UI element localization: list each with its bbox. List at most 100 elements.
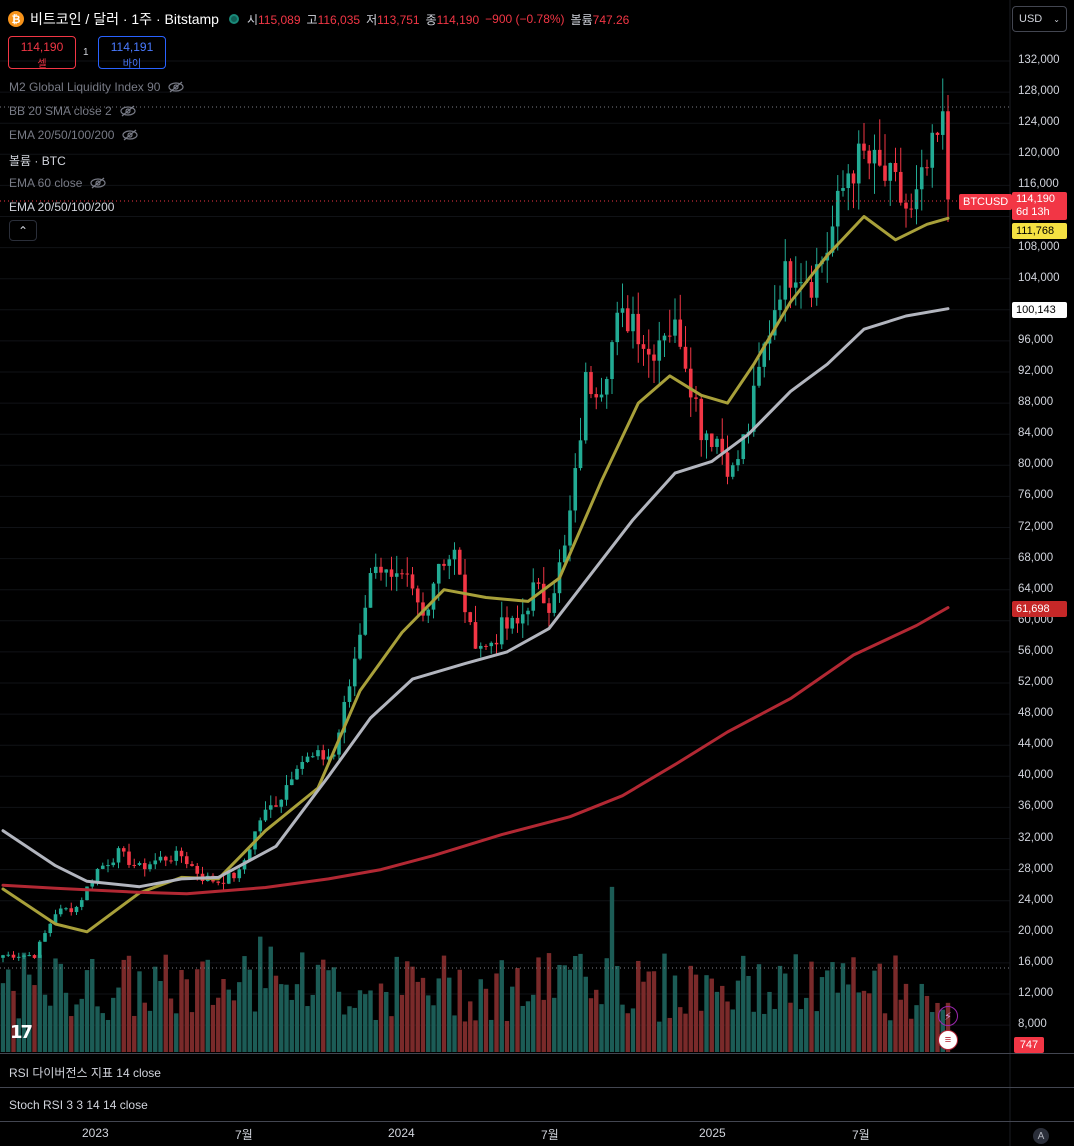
symbol-title[interactable]: 비트코인 / 달러 · 1주 · Bitstamp: [30, 11, 219, 27]
candle-body: [468, 612, 473, 623]
candle-body: [935, 132, 940, 135]
volume-bar: [893, 955, 898, 1052]
candle-body: [326, 756, 331, 760]
price-axis-label: 52,000: [1018, 676, 1054, 688]
indicator-legend-item[interactable]: EMA 20/50/100/200: [9, 128, 139, 142]
candle-body: [100, 865, 105, 869]
candle-body: [69, 908, 74, 913]
eye-hidden-icon[interactable]: [90, 177, 106, 189]
volume-bar: [132, 1015, 137, 1052]
stoch-pane-label[interactable]: Stoch RSI 3 3 14 14 close: [9, 1098, 148, 1112]
candle-body: [337, 732, 341, 755]
candle-body: [678, 319, 683, 347]
price-change: −900 (−0.78%): [485, 12, 565, 26]
candle-body: [274, 805, 278, 807]
us-flag-event-icon[interactable]: ≡: [938, 1030, 958, 1050]
candle-body: [410, 574, 415, 589]
indicator-label: 볼륨 · BTC: [9, 154, 66, 168]
candle-body: [893, 163, 898, 172]
indicator-legend-item[interactable]: BB 20 SMA close 2: [9, 104, 136, 118]
stoch-rsi-pane[interactable]: Stoch RSI 3 3 14 14 close: [0, 1087, 1074, 1121]
candle-body: [851, 173, 856, 184]
eye-hidden-icon[interactable]: [168, 81, 185, 93]
indicator-legend-item[interactable]: M2 Global Liquidity Index 90: [9, 80, 185, 94]
volume-bar: [105, 1019, 111, 1052]
volume-bar: [835, 992, 840, 1052]
candle-body: [704, 433, 709, 441]
time-axis[interactable]: [0, 1121, 1074, 1146]
volume-bar: [714, 991, 720, 1052]
volume-bar: [373, 1019, 378, 1052]
auto-scale-button[interactable]: A: [1033, 1128, 1049, 1144]
candle-body: [709, 433, 714, 447]
candle-body: [505, 617, 509, 629]
eye-hidden-icon[interactable]: [120, 105, 136, 117]
volume-bar: [69, 1016, 74, 1052]
candle-body: [158, 856, 163, 861]
volume-bar: [126, 955, 132, 1052]
price-axis-label: 132,000: [1018, 54, 1060, 66]
candle-body: [37, 941, 42, 958]
ema-line-ema-20: [1, 215, 950, 934]
market-status-icon[interactable]: [228, 14, 239, 24]
candle-body: [725, 452, 730, 477]
header-volume: 볼륨747.26: [570, 12, 630, 27]
sell-button[interactable]: 114,190 셀: [8, 36, 76, 70]
volume-bar: [903, 983, 909, 1052]
buy-button[interactable]: 114,191 바이: [98, 36, 166, 70]
candle-body: [106, 865, 110, 867]
eye-hidden-icon[interactable]: [122, 129, 139, 141]
indicator-legend-item[interactable]: 볼륨 · BTC: [9, 152, 66, 169]
candle-body: [132, 864, 137, 866]
indicator-legend-item[interactable]: EMA 60 close: [9, 176, 106, 190]
bar-countdown: 6d 13h: [1016, 206, 1050, 218]
rsi-pane[interactable]: RSI 다이버전스 지표 14 close: [0, 1053, 1074, 1087]
candle-body: [284, 785, 289, 800]
price-axis-label: 32,000: [1018, 831, 1054, 844]
candle-body: [22, 955, 26, 957]
candle-body: [1, 955, 5, 958]
candle-body: [688, 368, 693, 398]
volume-bar: [504, 1020, 510, 1052]
volume-bar: [478, 979, 483, 1052]
volume-bar: [189, 1012, 195, 1052]
volume-bar: [252, 1011, 258, 1052]
candle-body: [862, 143, 866, 151]
candle-body: [53, 914, 58, 924]
candle-body: [547, 603, 551, 613]
volume-bar: [399, 994, 405, 1052]
volume-bar: [688, 965, 693, 1052]
volume-bar: [216, 997, 221, 1052]
volume-bar: [289, 999, 294, 1052]
candle-body: [174, 850, 179, 861]
volume-bar: [16, 1018, 21, 1052]
candle-body: [436, 563, 441, 584]
lightning-event-icon[interactable]: ⚡: [938, 1006, 958, 1026]
indicator-legend-item[interactable]: EMA 20/50/100/200: [9, 200, 114, 214]
tradingview-logo[interactable]: 17: [10, 1022, 33, 1043]
collapse-legend-button[interactable]: ⌃: [9, 220, 37, 241]
volume-bar: [405, 961, 410, 1052]
rsi-pane-label[interactable]: RSI 다이버전스 지표 14 close: [9, 1066, 161, 1080]
candle-body: [694, 397, 698, 399]
candle-body: [652, 354, 656, 361]
volume-bar: [872, 970, 877, 1052]
candle-body: [478, 645, 483, 649]
currency-select[interactable]: USD ⌄: [1012, 6, 1067, 32]
candle-body: [442, 563, 446, 566]
volume-bar: [284, 984, 289, 1052]
volume-bar: [79, 998, 84, 1052]
candle-body: [520, 614, 525, 624]
candle-body: [667, 335, 672, 337]
volume-bar: [389, 1016, 394, 1052]
volume-bar: [431, 1005, 436, 1052]
time-axis-label: 7월: [541, 1128, 559, 1142]
candle-body: [872, 149, 877, 164]
candle-body: [389, 569, 394, 577]
time-axis-label: 7월: [235, 1128, 253, 1142]
candle-body: [904, 202, 908, 209]
volume-bar: [804, 997, 809, 1052]
volume-bar: [609, 886, 615, 1052]
